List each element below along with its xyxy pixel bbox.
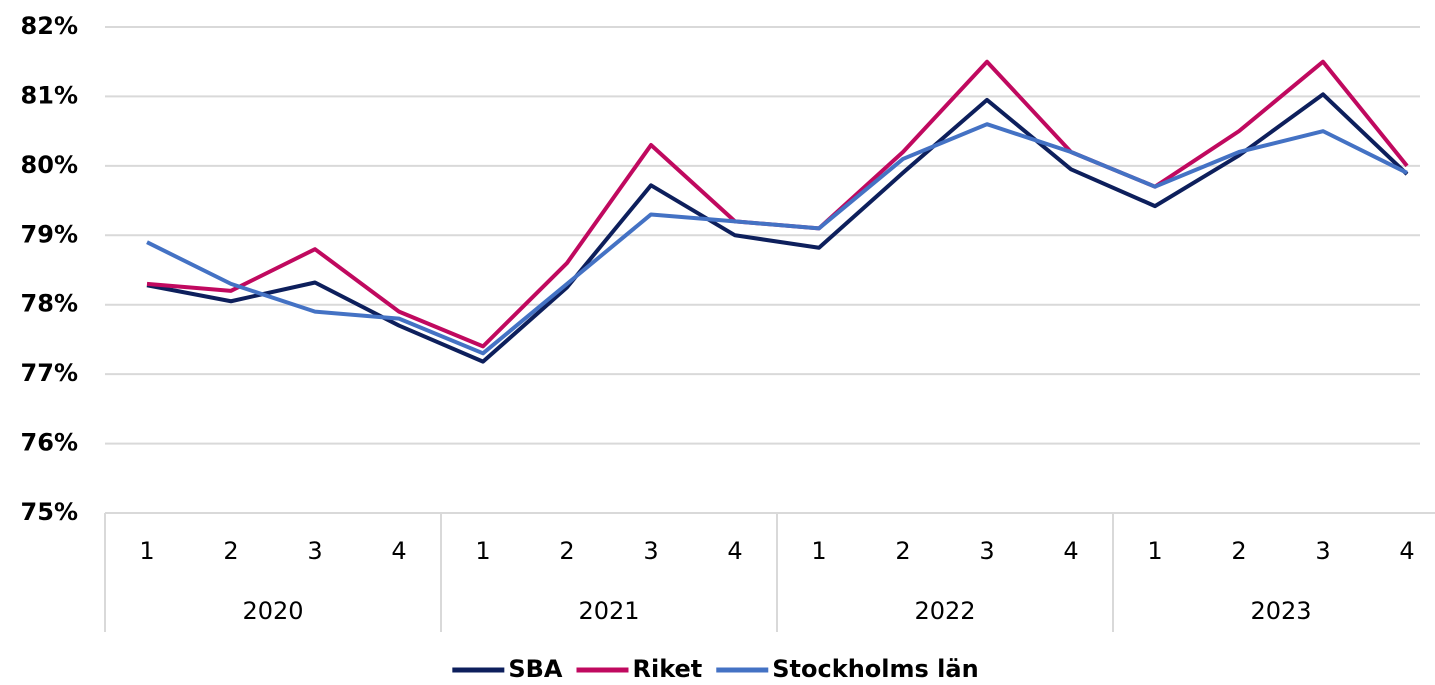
y-tick-label: 80% xyxy=(21,151,78,179)
y-tick-label: 79% xyxy=(21,220,78,248)
x-tick-label: 4 xyxy=(727,537,742,565)
x-tick-label: 1 xyxy=(1147,537,1162,565)
x-tick-label: 2 xyxy=(895,537,910,565)
x-tick-label: 4 xyxy=(1063,537,1078,565)
y-tick-label: 78% xyxy=(21,290,78,318)
series-line xyxy=(146,122,1408,356)
x-tick-label: 3 xyxy=(1315,537,1330,565)
x-tick-label: 1 xyxy=(811,537,826,565)
legend-label: Stockholms län xyxy=(772,655,978,683)
x-tick-label: 4 xyxy=(1399,537,1414,565)
y-tick-label: 76% xyxy=(21,429,78,457)
x-tick-label: 2 xyxy=(1231,537,1246,565)
y-tick-label: 77% xyxy=(21,359,78,387)
y-tick-label: 81% xyxy=(21,81,78,109)
x-tick-label: 3 xyxy=(979,537,994,565)
legend-label: SBA xyxy=(508,655,563,683)
x-tick-label: 3 xyxy=(643,537,658,565)
series-line xyxy=(146,59,1409,349)
series-line xyxy=(146,92,1409,364)
group-label: 2021 xyxy=(578,597,639,625)
x-tick-label: 4 xyxy=(391,537,406,565)
group-label: 2022 xyxy=(914,597,975,625)
group-label: 2020 xyxy=(242,597,303,625)
y-tick-label: 75% xyxy=(21,498,78,526)
legend-label: Riket xyxy=(632,655,702,683)
x-tick-label: 1 xyxy=(475,537,490,565)
y-tick-label: 82% xyxy=(21,12,78,40)
x-tick-label: 3 xyxy=(307,537,322,565)
group-label: 2023 xyxy=(1250,597,1311,625)
x-tick-label: 1 xyxy=(139,537,154,565)
x-tick-label: 2 xyxy=(223,537,238,565)
x-tick-label: 2 xyxy=(559,537,574,565)
